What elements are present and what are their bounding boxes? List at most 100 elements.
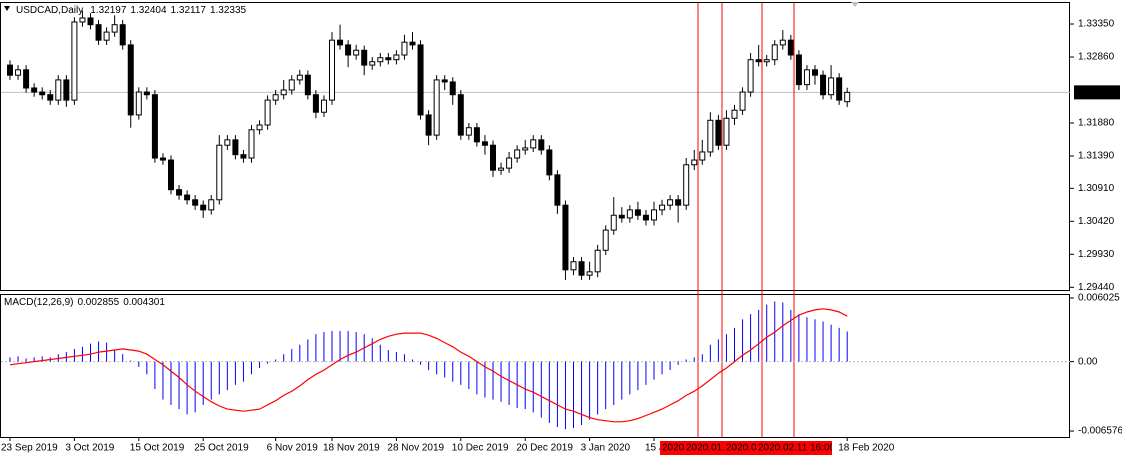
candle-body <box>844 91 851 103</box>
marker-label: 2020.01. <box>686 443 725 454</box>
candle-body <box>594 249 601 273</box>
candle-body <box>506 157 513 169</box>
close-value: 1.32335 <box>210 5 247 16</box>
candle-body <box>546 149 553 176</box>
candle-body <box>151 94 158 159</box>
high-value: 1.32404 <box>130 5 167 16</box>
candle-body <box>143 91 150 96</box>
y-tick-label: 1.29930 <box>1078 249 1115 260</box>
candle-body <box>39 91 46 96</box>
candle-body <box>538 139 545 151</box>
candle-body <box>586 271 593 276</box>
candle-body <box>184 194 191 201</box>
x-tick-label: 28 Nov 2019 <box>387 443 444 454</box>
candle-body <box>691 159 698 166</box>
candle-body <box>280 89 287 96</box>
marker-box <box>684 441 724 455</box>
candle-body <box>159 157 166 161</box>
macd-value: 0.002855 <box>77 297 119 308</box>
candle-body <box>570 261 577 271</box>
marker-box <box>724 441 756 455</box>
last-price-box <box>1074 85 1120 100</box>
candle-body <box>369 61 376 66</box>
open-value: 1.32197 <box>90 5 127 16</box>
candle-body <box>787 39 794 56</box>
candle-body <box>176 189 183 196</box>
candle-body <box>610 214 617 231</box>
last-price-label: 1.32335 <box>1078 87 1115 98</box>
y-tick-label: 1.32860 <box>1078 52 1115 63</box>
menu-arrow <box>4 6 10 11</box>
candle-body <box>264 99 271 126</box>
candle-body <box>441 79 448 83</box>
candle-body <box>95 24 102 41</box>
y-tick-label: -0.006576 <box>1078 426 1122 437</box>
candle-body <box>119 24 126 46</box>
y-tick-label: 0.00 <box>1078 356 1098 367</box>
candle-body <box>739 91 746 111</box>
y-tick-label: 1.31390 <box>1078 151 1115 162</box>
candle-body <box>723 117 730 146</box>
candle-body <box>63 79 70 101</box>
candle-body <box>345 44 352 56</box>
x-tick-label: 15 J <box>645 443 664 454</box>
candle-body <box>361 49 368 66</box>
candle-body <box>248 129 255 159</box>
candle-body <box>103 31 110 41</box>
candle-body <box>699 151 706 161</box>
signal-value: 0.004301 <box>123 297 165 308</box>
price-header: USDCAD,Daily 1.32197 1.32404 1.32117 1.32335 <box>16 5 247 16</box>
marker-label: 2020.02.11 16:00 <box>758 443 836 454</box>
candle-body <box>828 77 835 96</box>
candle-body <box>812 69 818 76</box>
candle-body <box>667 199 674 206</box>
candle-body <box>602 229 609 251</box>
y-tick-label: 1.30420 <box>1078 216 1115 227</box>
candle-body <box>23 69 30 89</box>
candle-body <box>731 109 738 119</box>
candle-body <box>304 74 311 96</box>
candle-body <box>449 81 456 96</box>
candle-body <box>490 144 496 171</box>
candle-body <box>683 164 690 206</box>
y-tick-label: 1.29440 <box>1078 282 1115 293</box>
candle-body <box>554 174 561 206</box>
candle-body <box>200 204 207 211</box>
candle-body <box>111 24 118 33</box>
candle-body <box>353 49 360 56</box>
candle-body <box>224 139 231 146</box>
candle-body <box>240 154 247 159</box>
candle-body <box>168 159 174 191</box>
candle-body <box>433 79 440 136</box>
candle-body <box>208 199 215 211</box>
candle-body <box>79 17 86 23</box>
marker-box <box>660 441 684 455</box>
candle-body <box>401 41 408 56</box>
marker-label: 2020 <box>662 443 685 454</box>
candle-body <box>651 209 657 221</box>
candle-body <box>192 199 199 206</box>
candle-body <box>836 77 843 101</box>
candle-body <box>15 69 22 76</box>
candle-body <box>216 144 223 201</box>
candle-body <box>7 64 13 76</box>
candle-body <box>288 79 295 91</box>
candle-body <box>329 39 335 101</box>
candle-body <box>320 99 327 113</box>
candle-body <box>127 44 134 116</box>
candle-body <box>803 69 810 86</box>
candle-body <box>771 44 778 61</box>
candle-body <box>498 167 505 171</box>
symbol: USDCAD,Daily <box>16 5 83 16</box>
x-tick-label: 18 Feb 2020 <box>838 443 895 454</box>
candle-body <box>675 199 682 206</box>
candle-body <box>747 59 754 93</box>
candle-body <box>377 57 384 63</box>
candle-body <box>715 119 722 146</box>
candle-body <box>763 59 770 63</box>
candle-body <box>634 209 641 216</box>
x-tick-label: 3 Oct 2019 <box>65 443 114 454</box>
candle-body <box>473 127 480 143</box>
